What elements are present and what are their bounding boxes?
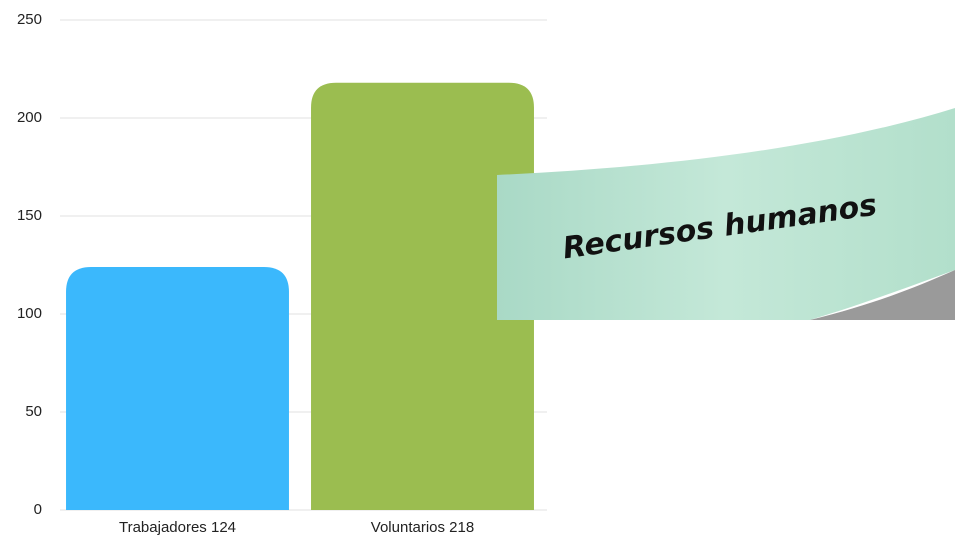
y-tick-label: 100 — [17, 305, 42, 322]
x-tick-label: Voluntarios 218 — [371, 519, 474, 536]
plot-area: 0 50 100 150 200 250 Trabajadores 124 Voluntari… — [17, 11, 547, 536]
y-tick-label: 150 — [17, 207, 42, 224]
y-tick-label: 200 — [17, 109, 42, 126]
bar — [66, 266, 289, 510]
banner-shadow — [810, 270, 955, 320]
y-tick-label: 250 — [17, 11, 42, 28]
y-tick-label: 50 — [25, 403, 42, 420]
banner-shape — [497, 108, 955, 320]
x-tick-label: Trabajadores 124 — [119, 519, 236, 536]
y-tick-label: 0 — [34, 501, 42, 518]
bar — [311, 82, 534, 510]
banner: Recursos humanos — [497, 108, 955, 320]
